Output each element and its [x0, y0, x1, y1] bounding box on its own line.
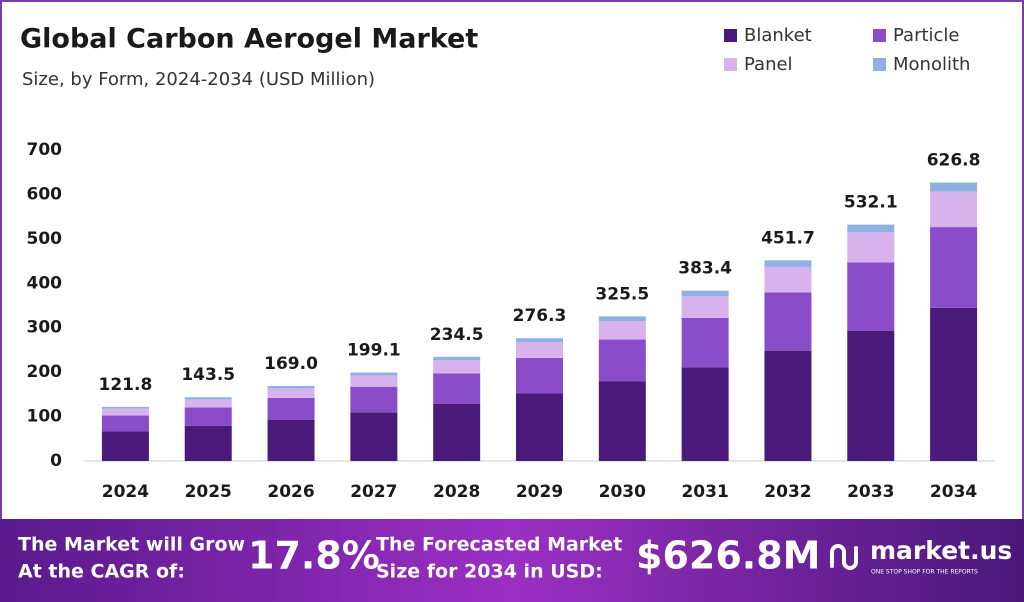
bar-segment: [184, 425, 232, 461]
bar-segment: [184, 399, 232, 408]
total-label: 532.1: [844, 193, 898, 213]
x-tick-label: 2024: [102, 482, 149, 502]
legend-label: Blanket: [744, 25, 812, 46]
chart-subtitle: Size, by Form, 2024-2034 (USD Million): [22, 69, 375, 90]
legend-swatch: [724, 29, 737, 42]
bar-segment: [433, 373, 481, 404]
brand-name: market.us: [870, 536, 1012, 565]
y-tick-label: 100: [27, 407, 63, 427]
total-label: 276.3: [513, 306, 567, 326]
cagr-text: At the CAGR of:: [18, 561, 185, 583]
bar-segment: [184, 407, 232, 426]
y-tick-label: 500: [27, 229, 63, 249]
bar-segment: [350, 372, 398, 376]
x-tick-label: 2031: [681, 482, 728, 502]
y-tick-label: 200: [27, 362, 63, 382]
bar-segment: [267, 388, 315, 398]
legend-swatch: [873, 58, 886, 71]
legend-label: Particle: [893, 25, 960, 46]
bar-segment: [764, 260, 812, 267]
total-label: 451.7: [761, 228, 815, 248]
y-tick-label: 600: [27, 184, 63, 204]
brand-tagline: ONE STOP SHOP FOR THE REPORTS: [871, 569, 978, 576]
bar-segment: [681, 296, 729, 318]
bar-segment: [764, 266, 812, 293]
x-tick-label: 2030: [599, 482, 646, 502]
x-tick-label: 2027: [350, 482, 397, 502]
forecast-text: Size for 2034 in USD:: [376, 561, 603, 583]
bar-segment: [930, 182, 978, 192]
bar-segment: [184, 397, 232, 400]
bar-segment: [433, 360, 481, 374]
bar-segment: [681, 290, 729, 297]
bar-segment: [930, 227, 978, 308]
bar-segment: [101, 406, 149, 409]
bar-segment: [267, 385, 315, 389]
total-label: 325.5: [595, 284, 649, 304]
legend-swatch: [724, 58, 737, 71]
bar-segment: [847, 232, 895, 263]
bar-segment: [598, 339, 646, 382]
bar-segment: [516, 338, 563, 343]
legend-swatch: [873, 29, 886, 42]
x-tick-label: 2032: [764, 482, 811, 502]
bar-segment: [101, 415, 149, 432]
total-label: 169.0: [264, 354, 318, 374]
total-label: 234.5: [430, 325, 484, 345]
x-tick-label: 2033: [847, 482, 894, 502]
legend-label: Monolith: [893, 54, 970, 75]
bar-segment: [267, 397, 315, 420]
bar-segment: [847, 262, 895, 331]
bar-segment: [433, 356, 481, 361]
bar-segment: [847, 330, 895, 461]
total-label: 143.5: [181, 365, 235, 385]
total-label: 121.8: [99, 375, 153, 395]
bar-segment: [101, 431, 149, 461]
bar-segment: [516, 342, 563, 358]
brand-logo: [830, 544, 858, 570]
x-tick-label: 2026: [267, 482, 314, 502]
cagr-value: 17.8%: [248, 534, 380, 578]
bar-segment: [681, 317, 729, 368]
x-tick-label: 2034: [930, 482, 977, 502]
y-tick-label: 300: [27, 318, 63, 338]
bar-segment: [930, 191, 978, 228]
forecast-text: The Forecasted Market: [376, 534, 622, 556]
bar-segment: [764, 292, 812, 351]
bar-segment: [764, 350, 812, 461]
bar-segment: [516, 357, 563, 394]
cagr-text: The Market will Grow: [18, 534, 245, 556]
bar-segment: [598, 381, 646, 461]
y-tick-label: 700: [27, 140, 63, 160]
bar-segment: [516, 393, 563, 461]
bar-segment: [847, 224, 895, 233]
x-tick-label: 2028: [433, 482, 480, 502]
bar-segment: [598, 321, 646, 340]
x-tick-label: 2025: [185, 482, 232, 502]
bar-segment: [681, 367, 729, 461]
bar-segment: [267, 419, 315, 461]
bar-segment: [350, 412, 398, 461]
x-tick-label: 2029: [516, 482, 563, 502]
bar-segment: [930, 307, 978, 461]
bar-segment: [350, 375, 398, 387]
bar-segment: [433, 403, 481, 461]
bar-segment: [598, 316, 646, 322]
legend-label: Panel: [744, 54, 793, 75]
total-label: 383.4: [678, 259, 732, 279]
footer-banner: [0, 519, 1024, 602]
bar-segment: [101, 408, 149, 416]
bar-segment: [350, 386, 398, 413]
total-label: 626.8: [927, 151, 981, 171]
y-tick-label: 0: [50, 451, 62, 471]
total-label: 199.1: [347, 341, 401, 361]
y-tick-label: 400: [27, 273, 63, 293]
chart-title: Global Carbon Aerogel Market: [20, 24, 478, 55]
forecast-value: $626.8M: [636, 534, 820, 578]
